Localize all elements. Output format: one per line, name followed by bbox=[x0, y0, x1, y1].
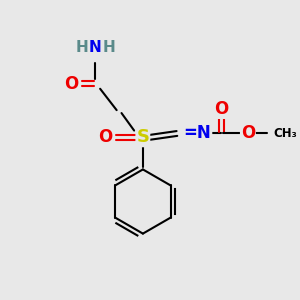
Text: S: S bbox=[136, 128, 149, 146]
Text: O: O bbox=[98, 128, 112, 146]
Text: O: O bbox=[241, 124, 255, 142]
Text: O: O bbox=[64, 75, 78, 93]
Text: N: N bbox=[89, 40, 102, 56]
Text: H: H bbox=[75, 40, 88, 56]
Text: H: H bbox=[103, 40, 115, 56]
Text: =N: =N bbox=[184, 124, 212, 142]
Text: CH₃: CH₃ bbox=[273, 127, 297, 140]
Text: O: O bbox=[214, 100, 229, 118]
